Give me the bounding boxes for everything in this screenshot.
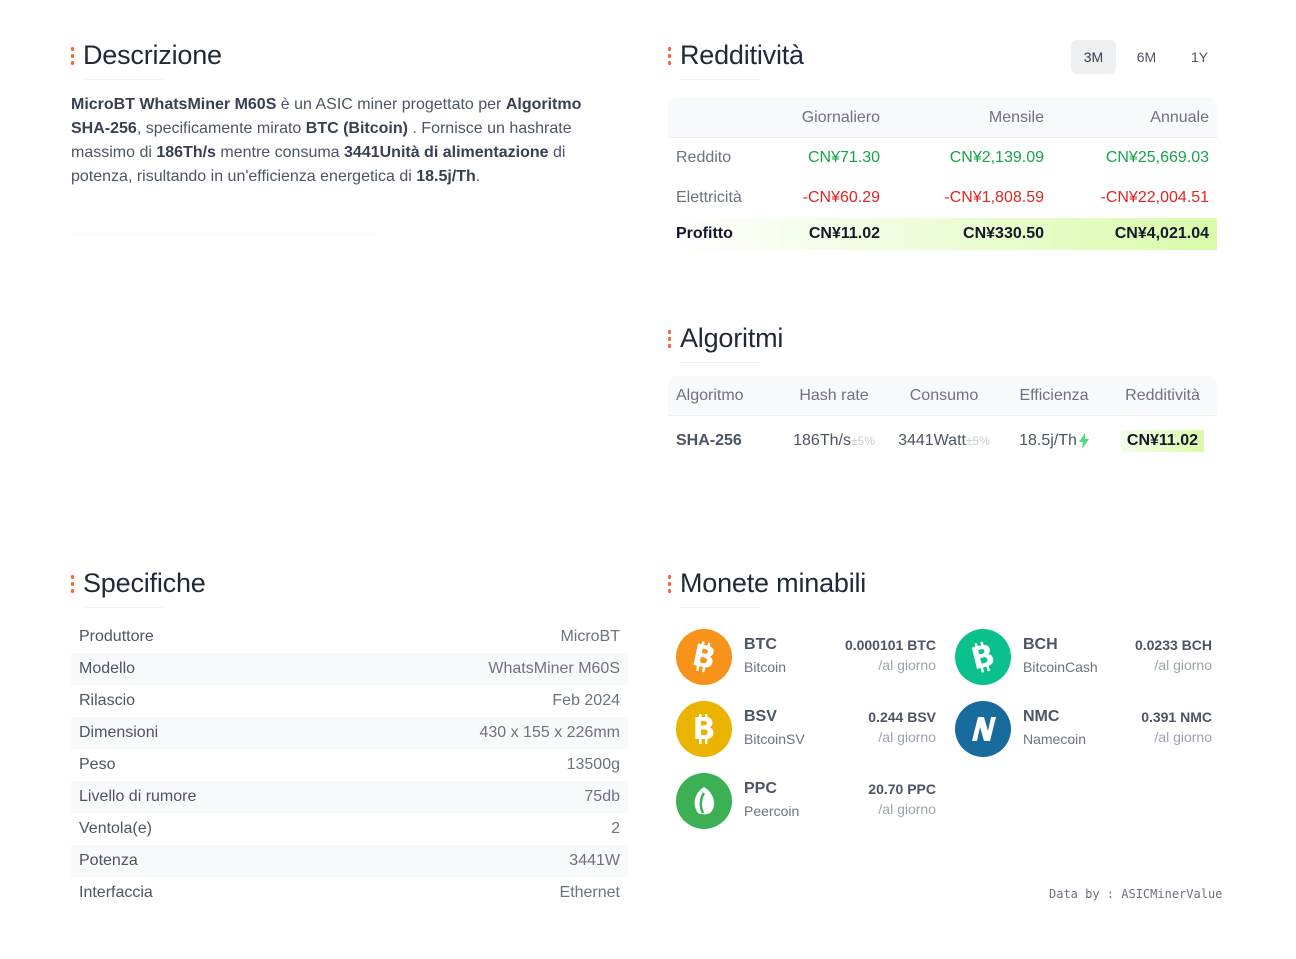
coin-bsv[interactable]: B BSV BitcoinSV 0.244 BSV /al giorno [676, 701, 936, 759]
profitability-title: Redditività [668, 40, 804, 80]
table-row: SHA-256 186Th/s±5% 3441Watt±5% 18.5j/Th … [668, 416, 1217, 466]
hashrate-cell: 186Th/s±5% [793, 432, 875, 449]
coin-nmc[interactable]: NMC Namecoin 0.391 NMC /al giorno [955, 701, 1215, 759]
section-marker-icon [668, 46, 671, 65]
period-button-3m[interactable]: 3M [1071, 40, 1116, 74]
specs-heading: Specifiche [83, 568, 206, 598]
description-heading: Descrizione [83, 40, 222, 70]
table-row-electricity: Elettricità -CN¥60.29 -CN¥1,808.59 -CN¥2… [676, 189, 1209, 206]
spec-row-weight: Peso 13500g [79, 756, 620, 773]
period-button-1y[interactable]: 1Y [1190, 49, 1209, 65]
spec-row-interface: Interfaccia Ethernet [79, 884, 620, 901]
spec-row-release: Rilascio Feb 2024 [79, 692, 620, 709]
spec-row-dimensions: Dimensioni 430 x 155 x 226mm [71, 717, 628, 749]
algorithm-table-header: Algoritmo Hash rate Consumo Efficienza R… [668, 376, 1217, 416]
header-daily: Giornaliero [801, 108, 880, 126]
coin-bch[interactable]: B BCH BitcoinCash 0.0233 BCH /al giorno [955, 629, 1215, 687]
bitcoin-sv-icon: B [676, 701, 732, 757]
section-marker-icon [71, 574, 74, 593]
spec-row-power: Potenza 3441W [71, 845, 628, 877]
coin-btc[interactable]: B BTC Bitcoin 0.000101 BTC /al giorno [676, 629, 936, 687]
profitability-heading: Redditività [680, 40, 804, 70]
header-monthly: Mensile [988, 108, 1044, 126]
peercoin-icon [676, 773, 732, 829]
efficiency-cell: 18.5j/Th [1000, 432, 1108, 450]
header-yearly: Annuale [1150, 108, 1209, 126]
table-row-income: Reddito CN¥71.30 CN¥2,139.09 CN¥25,669.0… [676, 149, 1209, 166]
spec-row-noise: Livello di rumore 75db [71, 781, 628, 813]
profit-table-header: Giornaliero Mensile Annuale [668, 98, 1217, 138]
profit-table: Giornaliero Mensile Annuale Reddito CN¥7… [668, 98, 1217, 250]
coins-heading: Monete minabili [680, 568, 867, 598]
profit-cell: CN¥11.02 [1108, 430, 1217, 452]
divider [72, 234, 375, 235]
coin-ppc[interactable]: PPC Peercoin 20.70 PPC /al giorno [676, 773, 936, 831]
bitcoin-cash-icon: B [955, 629, 1011, 685]
profit-badge: CN¥11.02 [1120, 430, 1205, 452]
algorithms-heading: Algoritmi [680, 323, 784, 353]
specs-list: Produttore MicroBT Modello WhatsMiner M60S… [71, 621, 628, 909]
specs-title: Specifiche [71, 568, 206, 608]
period-selector: 3M 6M 1Y [1071, 40, 1222, 74]
coins-title: Monete minabili [668, 568, 867, 608]
power-cell: 3441Watt±5% [898, 432, 990, 449]
spec-row-model: Modello WhatsMiner M60S [71, 653, 628, 685]
bitcoin-icon: B [676, 629, 732, 685]
section-marker-icon [71, 46, 74, 65]
algorithms-title: Algoritmi [668, 323, 784, 363]
namecoin-icon [955, 701, 1011, 757]
spec-row-fans: Ventola(e) 2 [79, 820, 620, 837]
section-marker-icon [668, 329, 671, 348]
svg-text:B: B [693, 712, 716, 747]
lightning-icon [1078, 432, 1089, 449]
section-marker-icon [668, 574, 671, 593]
spec-row-manufacturer: Produttore MicroBT [79, 628, 620, 645]
period-button-6m[interactable]: 6M [1136, 49, 1157, 65]
description-text: MicroBT WhatsMiner M60S è un ASIC miner … [71, 96, 582, 185]
algorithm-name: SHA-256 [676, 432, 742, 449]
algorithm-table: Algoritmo Hash rate Consumo Efficienza R… [668, 376, 1217, 466]
data-credit: Data by : ASICMinerValue [1049, 887, 1223, 901]
description-title: Descrizione [71, 40, 222, 80]
table-row-profit: Profitto CN¥11.02 CN¥330.50 CN¥4,021.04 [668, 218, 1217, 250]
